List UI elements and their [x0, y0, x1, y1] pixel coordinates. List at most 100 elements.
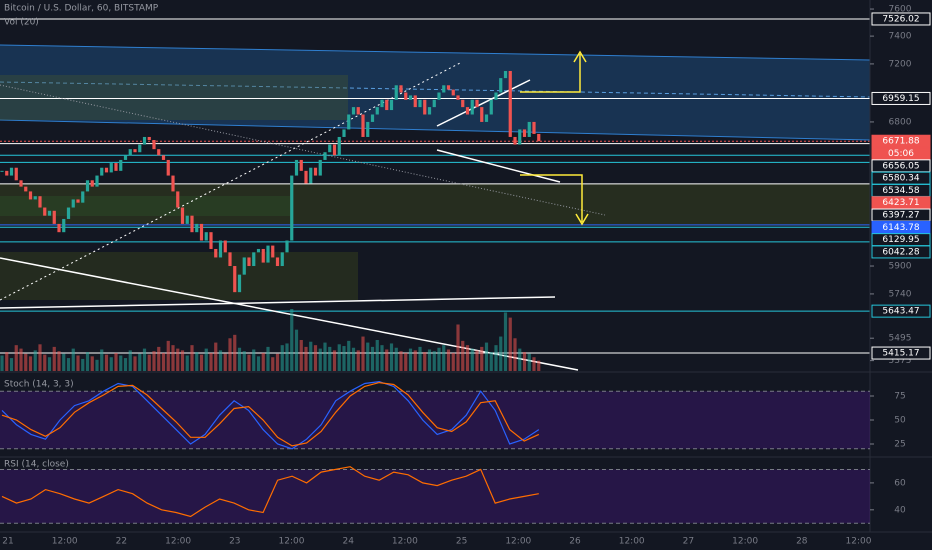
- volume-bar: [57, 351, 61, 371]
- candle: [52, 210, 56, 224]
- candle: [294, 159, 299, 176]
- price-box-label: 6959.15: [882, 94, 919, 104]
- volume-bar: [62, 353, 66, 371]
- candle: [142, 136, 147, 145]
- price-box: [871, 346, 931, 360]
- volume-bar: [33, 350, 37, 371]
- volume-bar: [337, 344, 341, 371]
- volume-bar: [461, 340, 465, 371]
- candle: [147, 136, 151, 140]
- candle: [370, 114, 375, 122]
- volume-bar: [356, 350, 360, 371]
- candle: [275, 257, 280, 267]
- y-tick-label: 25: [894, 440, 905, 450]
- candle: [285, 240, 289, 253]
- volume-bar: [123, 358, 128, 371]
- volume-bar: [0, 355, 4, 371]
- volume-bar: [185, 355, 189, 371]
- candle: [233, 266, 237, 293]
- volume-bar: [138, 353, 142, 371]
- candle: [133, 149, 137, 153]
- candle: [199, 223, 204, 241]
- volume-bar: [223, 353, 227, 371]
- volume-bar: [19, 348, 23, 371]
- candle: [247, 257, 251, 267]
- volume-bar: [247, 354, 251, 371]
- y-tick-label: 5900: [889, 262, 912, 272]
- volume-bar: [252, 349, 256, 371]
- trend-line: [0, 84, 606, 216]
- candle: [47, 210, 52, 216]
- volume-bar: [190, 345, 194, 371]
- price-box-label: 6143.78: [882, 223, 919, 233]
- volume-bar: [484, 342, 489, 371]
- candle: [209, 232, 213, 249]
- volume-label: Vol (20): [4, 18, 39, 28]
- volume-bar: [499, 336, 503, 371]
- candle: [337, 136, 341, 156]
- volume-bar: [427, 349, 432, 371]
- candle: [442, 85, 446, 93]
- price-box-label: 6534.58: [882, 186, 919, 196]
- volume-bar: [228, 338, 232, 371]
- volume-bar: [171, 345, 175, 371]
- volume-bar: [275, 353, 280, 371]
- volume-bar: [532, 357, 536, 371]
- candle: [195, 223, 199, 233]
- volume-bar: [399, 351, 403, 371]
- candle: [508, 70, 512, 137]
- volume-bar: [90, 356, 94, 371]
- target-arrow: [520, 54, 581, 93]
- candle: [114, 163, 118, 171]
- y-tick-label: 7400: [889, 32, 912, 42]
- candle: [104, 167, 109, 173]
- y-tick-label: 50: [894, 416, 906, 426]
- volume-bar: [256, 356, 261, 371]
- volume-bar: [166, 340, 170, 371]
- price-box: [871, 91, 931, 105]
- volume-bar: [242, 351, 246, 371]
- volume-bar: [503, 312, 508, 371]
- price-box-label: 6129.95: [882, 235, 919, 245]
- volume-bar: [128, 350, 132, 371]
- candle: [109, 163, 113, 173]
- volume-bar: [85, 352, 90, 371]
- volume-bar: [470, 348, 474, 371]
- candle: [318, 159, 322, 176]
- volume-bar: [271, 357, 275, 371]
- candle: [418, 99, 422, 108]
- volume-bar: [52, 346, 56, 371]
- volume-bar: [370, 346, 375, 371]
- volume-bar: [342, 346, 346, 371]
- volume-bar: [304, 346, 308, 371]
- candle: [100, 167, 104, 176]
- candle: [489, 99, 493, 115]
- volume-bar: [114, 352, 118, 371]
- candle: [408, 95, 413, 100]
- candle: [423, 99, 427, 115]
- x-tick-label: 12:00: [392, 537, 418, 547]
- candle: [123, 155, 128, 160]
- volume-bar: [494, 345, 498, 371]
- candle: [9, 167, 14, 176]
- candle: [323, 152, 327, 160]
- candle: [19, 180, 23, 187]
- candle: [537, 133, 541, 142]
- volume-bar: [408, 348, 413, 371]
- candle: [261, 248, 265, 263]
- candle: [437, 92, 441, 100]
- chart-title: Bitcoin / U.S. Dollar, 60, BITSTAMP: [4, 4, 159, 14]
- volume-bar: [394, 347, 398, 371]
- x-tick-label: 12:00: [279, 537, 305, 547]
- y-tick-label: 75: [894, 392, 905, 402]
- channel-bottom: [0, 119, 871, 141]
- volume-bar: [537, 360, 541, 371]
- candle: [204, 232, 208, 241]
- y-tick-label: 5740: [889, 289, 912, 299]
- candle: [480, 107, 484, 122]
- candle: [95, 175, 99, 187]
- wedge-line: [436, 149, 561, 183]
- trend-line: [0, 61, 463, 301]
- price-box-label: 05:06: [888, 149, 914, 159]
- volume-bar: [294, 329, 299, 371]
